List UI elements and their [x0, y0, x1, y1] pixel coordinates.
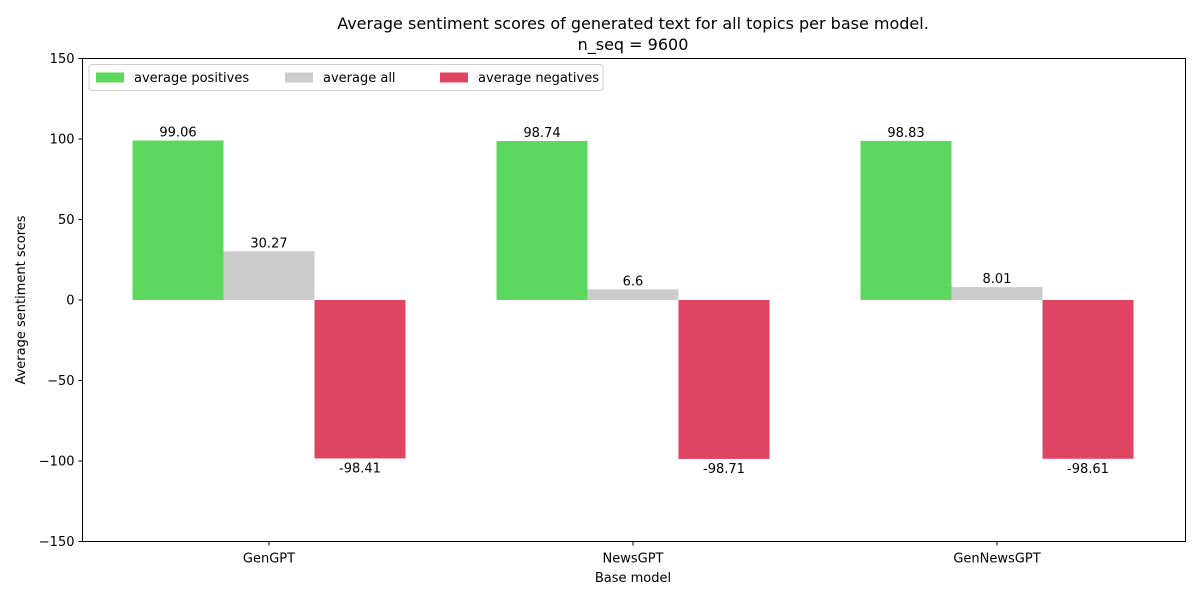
bar-average-positives-gengpt — [132, 140, 224, 300]
x-tick-label: GenNewsGPT — [953, 552, 1040, 567]
y-tick-label: 0 — [66, 294, 74, 309]
y-tick-label: 50 — [58, 213, 75, 228]
y-tick-label: −50 — [47, 374, 74, 389]
bar-value-label: -98.61 — [1067, 462, 1109, 477]
bar-value-label: 99.06 — [159, 126, 196, 141]
bar-average-all-newsgpt — [587, 289, 679, 300]
y-tick-label: 150 — [50, 52, 75, 67]
bar-average-positives-newsgpt — [496, 141, 588, 300]
bar-value-label: 98.74 — [523, 126, 560, 141]
x-tick-label: GenGPT — [243, 552, 295, 567]
legend: average positives average all average nega… — [88, 64, 604, 91]
legend-label: average positives — [134, 71, 249, 86]
bar-average-negatives-gengpt — [314, 300, 406, 459]
chart-subtitle: n_seq = 9600 — [578, 35, 689, 55]
bar-average-negatives-newsgpt — [678, 300, 770, 459]
y-tick-label: −100 — [39, 455, 75, 470]
legend-label: average all — [323, 71, 396, 86]
y-tick-label: 100 — [50, 133, 75, 148]
bar-value-label: 8.01 — [983, 272, 1012, 287]
bar-average-all-gennewsgpt — [951, 287, 1043, 300]
bar-value-label: -98.41 — [339, 461, 381, 476]
bar-average-all-gengpt — [223, 251, 315, 300]
legend-swatch — [96, 72, 124, 83]
legend-swatch — [285, 72, 313, 83]
bar-value-label: 30.27 — [250, 236, 287, 251]
chart-title: Average sentiment scores of generated te… — [337, 14, 929, 33]
legend-label: average negatives — [478, 71, 599, 86]
bar-value-label: 98.83 — [887, 126, 924, 141]
plot-area: −150 −100 −50 0 50 100 150 99.06 30.27 -98.41 GenG… — [39, 52, 1134, 567]
legend-box — [88, 64, 604, 91]
bar-average-negatives-gennewsgpt — [1042, 300, 1134, 459]
bar-average-positives-gennewsgpt — [860, 140, 952, 300]
x-tick-label: NewsGPT — [603, 552, 664, 567]
legend-swatch — [440, 72, 468, 83]
y-tick-label: −150 — [39, 535, 75, 550]
plot-frame — [82, 58, 1186, 542]
bar-value-label: 6.6 — [623, 274, 644, 289]
y-axis-label: Average sentiment scores — [14, 215, 29, 384]
bar-value-label: -98.71 — [703, 462, 745, 477]
x-axis-label: Base model — [595, 571, 671, 586]
